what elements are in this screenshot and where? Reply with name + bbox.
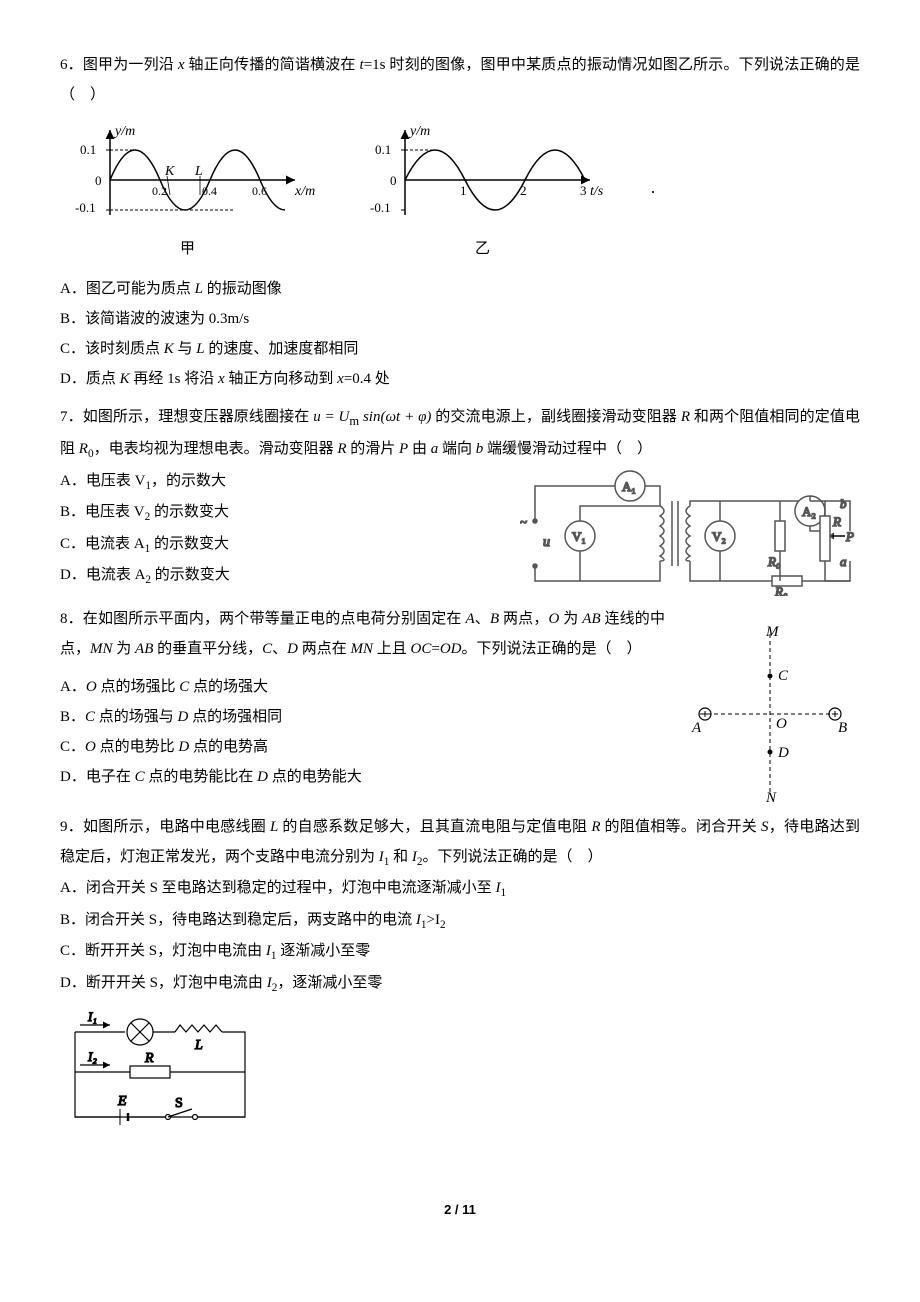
q6f1-ylabel: y/m	[113, 124, 135, 139]
page-number: 2 / 11	[60, 1197, 860, 1223]
question-6: 6．图甲为一列沿 x 轴正向传播的简谐横波在 t=1s 时刻的图像，图甲中某质点…	[60, 50, 860, 394]
q6f2-xt1: 2	[520, 183, 527, 198]
q8-opt-b: B．C 点的场强与 D 点的场强相同	[60, 702, 665, 732]
q8-A: A	[691, 720, 702, 736]
q7-v1: V₁	[572, 529, 586, 544]
q6f2-xt2: 3	[580, 183, 587, 198]
q6-opt-c: C．该时刻质点 K 与 L 的速度、加速度都相同	[60, 334, 860, 364]
q8-text: 8．在如图所示平面内，两个带等量正电的点电荷分别固定在 A、B 两点，O 为 A…	[60, 604, 665, 664]
q8-N: N	[765, 790, 777, 804]
q9-opt-a: A．闭合开关 S 至电路达到稳定的过程中，灯泡中电流逐渐减小至 I1	[60, 873, 860, 905]
q7-b: b	[840, 496, 847, 511]
q8-O: O	[776, 716, 787, 732]
q6-fig1-svg: y/m x/m 0.1 0 -0.1 0.2 0.4 0.6 K L	[60, 120, 315, 230]
q9-S: S	[175, 1096, 183, 1111]
q7-text: 7．如图所示，理想变压器原线圈接在 u = Um sin(ωt + φ) 的交流…	[60, 402, 860, 466]
q7-v2: V₂	[712, 529, 726, 544]
q6f1-xlabel: x/m	[294, 184, 315, 199]
q8-B: B	[838, 720, 847, 736]
q7-opt-d: D．电流表 A2 的示数变大	[60, 560, 505, 592]
q9-opt-d: D．断开开关 S，灯泡中电流由 I2，逐渐减小至零	[60, 968, 860, 1000]
q6-opt-a: A．图乙可能为质点 L 的振动图像	[60, 274, 860, 304]
q6-fig2-svg: y/m t/s 0.1 0 -0.1 1 2 3	[355, 120, 610, 230]
q8-M: M	[765, 624, 780, 640]
q7-opt-c: C．电流表 A1 的示数变大	[60, 529, 505, 561]
q8-C: C	[778, 668, 789, 684]
q6f2-xlabel: t/s	[590, 184, 604, 199]
q6f1-yt2: -0.1	[75, 200, 96, 215]
q6-opt-d: D．质点 K 再经 1s 将沿 x 轴正方向移动到 x=0.4 处	[60, 364, 860, 394]
q7-r0b: R₀	[774, 584, 787, 596]
q6f1-K: K	[164, 164, 175, 179]
q8-opt-d: D．电子在 C 点的电势能比在 D 点的电势能大	[60, 762, 665, 792]
q6-fig1: y/m x/m 0.1 0 -0.1 0.2 0.4 0.6 K L	[60, 120, 315, 264]
q9-R: R	[144, 1051, 154, 1066]
q7-opt-b: B．电压表 V2 的示数变大	[60, 497, 505, 529]
q9-text: 9．如图所示，电路中电感线圈 L 的自感系数足够大，且其直流电阻与定值电阻 R …	[60, 812, 860, 874]
q7-a1: A₁	[622, 479, 636, 494]
question-7: 7．如图所示，理想变压器原线圈接在 u = Um sin(ωt + φ) 的交流…	[60, 402, 860, 596]
question-8: 8．在如图所示平面内，两个带等量正电的点电荷分别固定在 A、B 两点，O 为 A…	[60, 604, 860, 804]
q6-v1: x	[178, 57, 185, 73]
q6-text: 6．图甲为一列沿 x 轴正向传播的简谐横波在 t=1s 时刻的图像，图甲中某质点…	[60, 50, 860, 110]
q6-opt-b: B．该简谐波的波速为 0.3m/s	[60, 304, 860, 334]
svg-text:~: ~	[520, 514, 527, 529]
q9-svg: I₁ L I₂ R E	[60, 1007, 260, 1137]
q9-I1: I₁	[87, 1009, 97, 1024]
q9-opt-b: B．闭合开关 S，待电路达到稳定后，两支路中的电流 I1>I2	[60, 905, 860, 937]
q6f2-xt0: 1	[460, 183, 467, 198]
q7-r0r: R₀	[767, 554, 780, 569]
q9-E: E	[117, 1094, 127, 1109]
q6f1-yt0: 0.1	[80, 142, 96, 157]
q7-a: a	[840, 554, 847, 569]
q6f2-yt0: 0.1	[375, 142, 391, 157]
q6-m1: 轴正向传播的简谐横波在	[185, 57, 360, 73]
q6-dot: ·	[650, 174, 656, 210]
q7-formula: u = Um sin(ωt + φ)	[313, 409, 431, 425]
q7-r: R	[832, 514, 841, 529]
q7-circuit-svg: ~ u A₁ V₁	[520, 466, 860, 596]
q6f1-L: L	[194, 164, 203, 179]
q6-fig2-caption: 乙	[475, 234, 490, 264]
question-9: 9．如图所示，电路中电感线圈 L 的自感系数足够大，且其直流电阻与定值电阻 R …	[60, 812, 860, 1138]
q6f2-yt2: -0.1	[370, 200, 391, 215]
q8-svg: M N A B C D O	[680, 624, 860, 804]
q9-opt-c: C．断开开关 S，灯泡中电流由 I1 逐渐减小至零	[60, 936, 860, 968]
q7-p: P	[845, 529, 854, 544]
q7-a2: A₂	[802, 504, 816, 519]
q6-fig2: y/m t/s 0.1 0 -0.1 1 2 3 乙	[355, 120, 610, 264]
q9-I2: I₂	[87, 1049, 97, 1064]
q8-D: D	[777, 745, 789, 761]
q9-figure: I₁ L I₂ R E	[60, 1007, 860, 1137]
q6f2-yt1: 0	[390, 173, 397, 188]
q6-fig1-caption: 甲	[180, 234, 195, 264]
q6-figures: y/m x/m 0.1 0 -0.1 0.2 0.4 0.6 K L	[60, 120, 860, 264]
q8-opt-c: C．O 点的电势比 D 点的电势高	[60, 732, 665, 762]
q6f2-ylabel: y/m	[408, 124, 430, 139]
q6f1-yt1: 0	[95, 173, 102, 188]
q8-opt-a: A．O 点的场强比 C 点的场强大	[60, 672, 665, 702]
q9-L: L	[194, 1038, 203, 1053]
q7-opt-a: A．电压表 V1，的示数大	[60, 466, 505, 498]
q6-pre: 6．图甲为一列沿	[60, 57, 178, 73]
q7-figure: ~ u A₁ V₁	[520, 466, 860, 596]
q8-figure: M N A B C D O	[680, 624, 860, 804]
q7-u: u	[543, 535, 550, 550]
